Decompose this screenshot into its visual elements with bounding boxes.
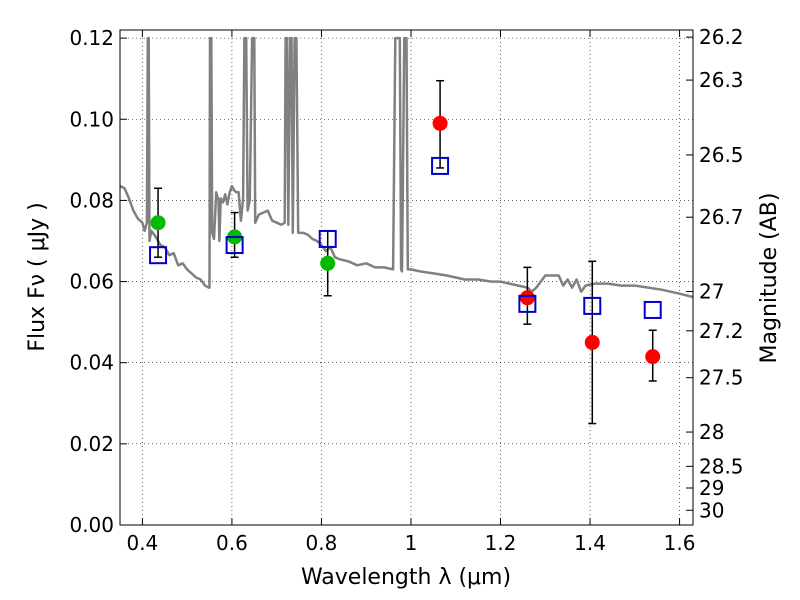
x-tick-label-5: 1.4 — [574, 531, 606, 555]
model-point-2-3 — [431, 156, 450, 175]
data-point-1-2 — [584, 334, 600, 350]
data-point-1-1 — [519, 290, 535, 306]
mag-tick-label-7: 28 — [699, 420, 724, 444]
y-tick-label-3: 0.06 — [69, 270, 114, 294]
data-point-1-3 — [645, 349, 661, 365]
model-point-2-4 — [518, 294, 537, 313]
mag-tick-label-4: 27 — [699, 280, 724, 304]
sed-line-path — [120, 36, 693, 299]
mag-tick-label-6: 27.5 — [699, 366, 744, 390]
sed-model-line — [120, 36, 693, 299]
y-axis-label: Flux Fν ( μJy ) — [25, 202, 50, 351]
data-point-0-2 — [320, 255, 336, 271]
data-markers — [149, 79, 662, 425]
x-tick-label-1: 0.6 — [216, 531, 248, 555]
x-axis-label: Wavelength λ (μm) — [301, 565, 511, 590]
mag-tick-label-8: 28.5 — [699, 454, 744, 478]
model-point-2-2 — [318, 229, 337, 248]
plot-frame — [119, 29, 694, 526]
y-tick-label-0: 0.00 — [69, 513, 114, 537]
model-point-2-6 — [643, 300, 662, 319]
mag-tick-label-2: 26.5 — [699, 143, 744, 167]
mag-tick-label-5: 27.2 — [699, 319, 744, 343]
x-axis-ticks: 0.4 0.6 0.8 1 1.2 1.4 1.6 — [126, 30, 695, 555]
x-tick-label-6: 1.6 — [664, 531, 696, 555]
y-axis-ticks: 0.00 0.02 0.04 0.06 0.08 0.10 0.12 — [69, 26, 127, 537]
magnitude-axis-label: Magnitude (AB) — [757, 193, 782, 364]
data-point-1-0 — [432, 115, 448, 131]
model-point-2-0 — [149, 246, 168, 265]
mag-tick-label-9: 29 — [699, 476, 724, 500]
mag-tick-label-0: 26.2 — [699, 25, 744, 49]
x-tick-label-4: 1.2 — [485, 531, 517, 555]
mag-tick-label-10: 30 — [699, 498, 724, 522]
y-tick-label-2: 0.04 — [69, 351, 114, 375]
data-point-0-0 — [150, 215, 166, 231]
x-tick-label-2: 0.8 — [306, 531, 338, 555]
model-point-2-1 — [225, 236, 244, 255]
y-tick-label-6: 0.12 — [69, 26, 114, 50]
model-point-2-5 — [583, 296, 602, 315]
x-tick-label-3: 1 — [405, 531, 418, 555]
grid-lines — [120, 30, 693, 526]
y-tick-label-1: 0.02 — [69, 432, 114, 456]
x-tick-label-0: 0.4 — [126, 531, 158, 555]
mag-tick-label-1: 26.3 — [699, 68, 744, 92]
y-tick-label-5: 0.10 — [69, 107, 114, 131]
mag-tick-label-3: 26.7 — [699, 205, 744, 229]
y-tick-label-4: 0.08 — [69, 188, 114, 212]
